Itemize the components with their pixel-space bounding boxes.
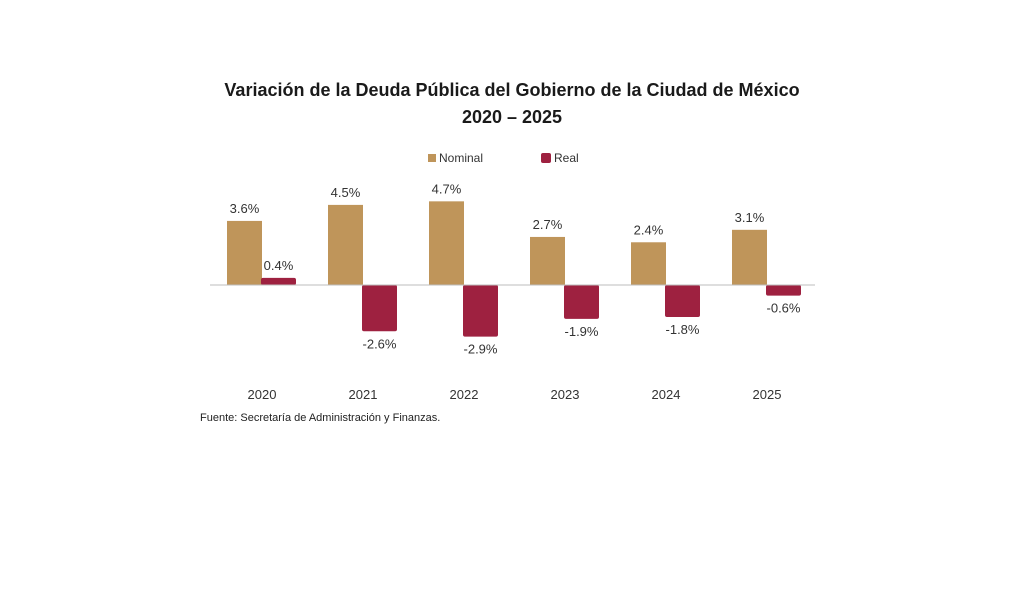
legend: Nominal Real — [0, 151, 1024, 167]
data-label-nominal-2025: 3.1% — [735, 210, 765, 225]
bar-nominal-2020 — [227, 220, 262, 285]
bar-nominal-2021 — [328, 204, 363, 285]
data-label-nominal-2023: 2.7% — [533, 217, 563, 232]
bar-nominal-2024 — [631, 242, 666, 285]
chart-title: Variación de la Deuda Pública del Gobier… — [224, 80, 800, 100]
bar-nominal-2023 — [530, 236, 565, 285]
data-label-nominal-2020: 3.6% — [230, 201, 260, 216]
data-label-real-2021: -2.6% — [363, 336, 397, 351]
x-tick-label-2022: 2022 — [450, 387, 479, 402]
legend-item-nominal: Nominal — [428, 151, 483, 165]
source-note: Fuente: Secretaría de Administración y F… — [200, 412, 441, 424]
bar-real-2022 — [463, 285, 498, 337]
legend-swatch-real — [541, 153, 551, 163]
x-tick-label-2020: 2020 — [248, 387, 277, 402]
bar-real-2021 — [362, 285, 397, 332]
bar-real-2025 — [766, 285, 801, 296]
chart-subtitle: 2020 – 2025 — [461, 107, 563, 127]
bar-real-2024 — [665, 285, 700, 318]
x-tick-label-2024: 2024 — [652, 387, 681, 402]
data-label-real-2022: -2.9% — [464, 342, 498, 357]
bar-nominal-2025 — [732, 229, 767, 285]
legend-item-real: Real — [541, 151, 579, 165]
data-label-real-2020: 0.4% — [264, 258, 294, 273]
bar-real-2020 — [261, 277, 296, 285]
data-label-real-2024: -1.8% — [666, 322, 700, 337]
data-label-nominal-2022: 4.7% — [432, 181, 462, 196]
data-label-nominal-2024: 2.4% — [634, 222, 664, 237]
x-tick-label-2021: 2021 — [349, 387, 378, 402]
x-tick-label-2025: 2025 — [753, 387, 782, 402]
legend-swatch-nominal — [428, 154, 436, 162]
legend-label-nominal: Nominal — [439, 151, 484, 165]
data-label-nominal-2021: 4.5% — [331, 185, 361, 200]
bar-nominal-2022 — [429, 201, 464, 285]
bar-real-2023 — [564, 285, 599, 319]
legend-label-real: Real — [554, 151, 579, 165]
data-label-real-2023: -1.9% — [565, 324, 599, 339]
data-label-real-2025: -0.6% — [767, 301, 801, 316]
x-tick-label-2023: 2023 — [551, 387, 580, 402]
